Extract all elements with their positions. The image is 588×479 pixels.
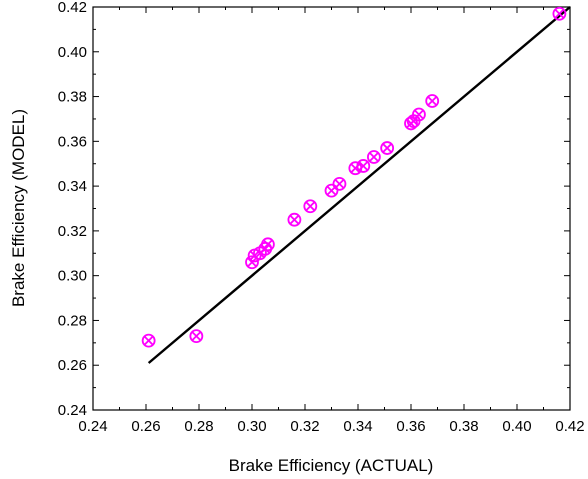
y-tick-label: 0.40	[58, 44, 87, 61]
data-point-circle	[287, 212, 302, 227]
x-tick-label: 0.38	[449, 418, 478, 435]
data-point	[332, 176, 347, 191]
y-tick-label: 0.38	[58, 89, 87, 106]
x-tick-label: 0.28	[184, 418, 213, 435]
y-tick-label: 0.36	[58, 133, 87, 150]
data-point-cross-b	[369, 152, 379, 162]
x-tick-label: 0.24	[78, 418, 107, 435]
data-point-circle	[141, 333, 156, 348]
x-tick-label: 0.30	[237, 418, 266, 435]
x-axis-title: Brake Efficiency (ACTUAL)	[229, 456, 434, 475]
data-point-cross-b	[305, 201, 316, 212]
x-tick-label: 0.34	[343, 418, 372, 435]
data-point	[380, 141, 395, 155]
data-point-cross-b	[263, 239, 273, 250]
y-axis-title: Brake Efficiency (MODEL)	[9, 109, 28, 307]
data-point-circle	[366, 150, 381, 164]
data-point-circle	[260, 237, 275, 252]
x-tick-label: 0.36	[396, 418, 425, 435]
reference-line-layer	[147, 6, 571, 364]
data-point-circle	[412, 107, 426, 122]
y-tick-label: 0.30	[58, 268, 87, 285]
y-tick-label: 0.34	[58, 178, 87, 195]
data-point	[366, 150, 381, 164]
data-point	[412, 107, 426, 122]
data-point	[189, 329, 204, 344]
x-tick-label: 0.40	[502, 418, 531, 435]
y-tick-label: 0.42	[58, 0, 87, 16]
data-point	[356, 159, 371, 173]
data-point	[552, 6, 567, 21]
data-point	[260, 237, 275, 252]
data-point-circle	[189, 329, 204, 344]
data-point-cross-b	[191, 331, 202, 341]
reference-line	[147, 6, 571, 364]
data-point-circle	[324, 183, 339, 198]
data-points	[141, 6, 567, 348]
data-point-cross-b	[143, 335, 154, 346]
data-point-cross-b	[247, 257, 257, 268]
data-point-circle	[245, 255, 259, 270]
data-point	[287, 212, 302, 227]
data-point-cross-b	[408, 116, 419, 127]
data-point-cross-b	[427, 96, 438, 106]
x-tick-label: 0.26	[131, 418, 160, 435]
data-point-circle	[380, 141, 395, 155]
data-point-circle	[332, 176, 347, 191]
data-point	[303, 199, 318, 214]
y-tick-label: 0.26	[58, 357, 87, 374]
data-point-circle	[552, 6, 567, 21]
x-tick-label: 0.42	[555, 418, 584, 435]
data-point-cross-b	[358, 161, 369, 171]
data-point-cross-b	[289, 214, 300, 225]
data-point-circle	[425, 94, 440, 108]
data-point-cross-b	[554, 8, 565, 19]
data-point-cross-b	[382, 143, 393, 153]
data-point-cross-b	[334, 178, 345, 189]
data-point	[141, 333, 156, 348]
data-point	[425, 94, 440, 108]
data-point-circle	[356, 159, 371, 173]
data-point-cross-b	[414, 109, 424, 120]
axis-ticks: 0.24 0.26 0.28 0.30 0.32 0.34 0.36 0.38 0.40 0.42…	[58, 0, 585, 435]
data-point-circle	[303, 199, 318, 214]
y-tick-label: 0.28	[58, 312, 87, 329]
y-tick-label: 0.24	[58, 402, 87, 419]
x-tick-label: 0.32	[290, 418, 319, 435]
data-point	[348, 161, 363, 176]
y-tick-label: 0.32	[58, 223, 87, 240]
